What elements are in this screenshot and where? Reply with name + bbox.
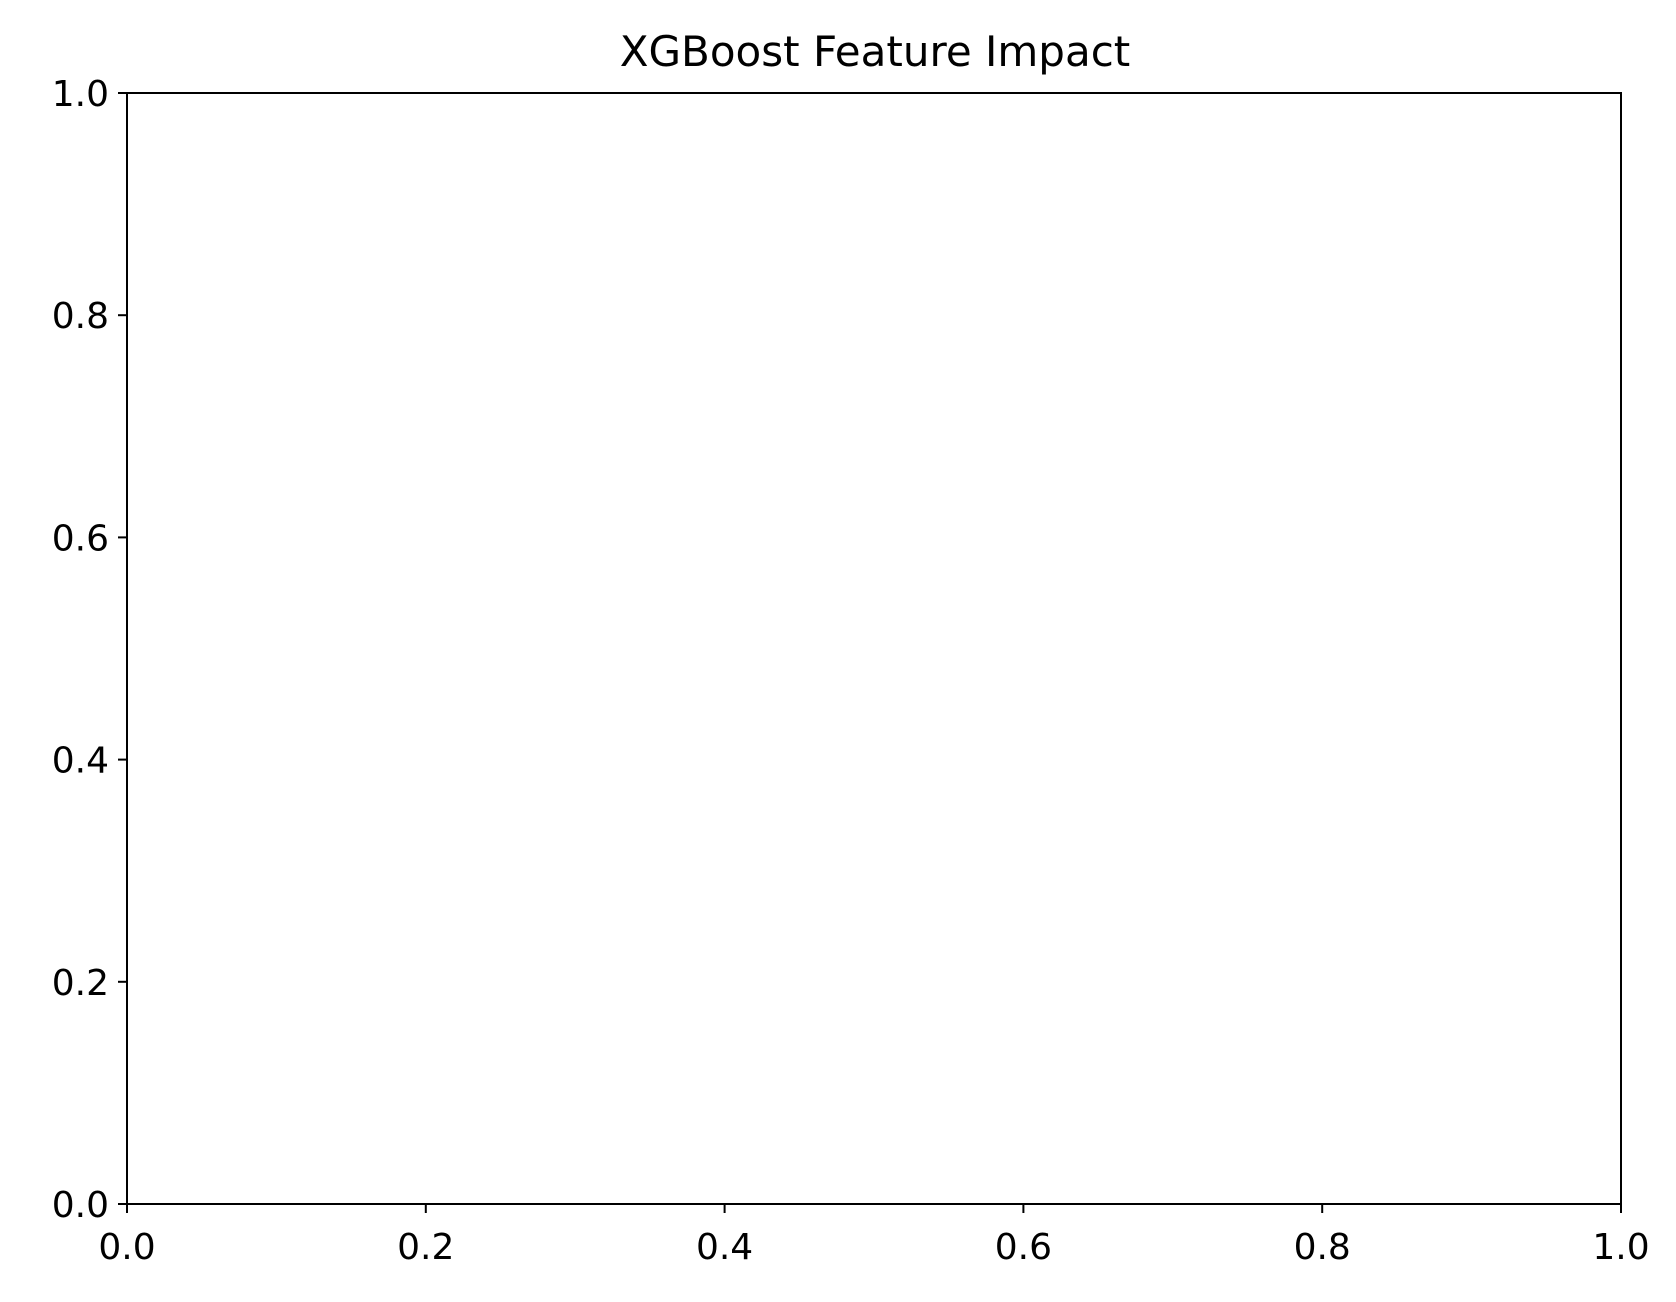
y-tick-label: 0.0 [52, 1185, 109, 1226]
x-axis: 0.0 0.2 0.4 0.6 0.8 1.0 [98, 1204, 1650, 1268]
plot-area [126, 92, 1622, 1205]
x-tick-label: 0.6 [995, 1227, 1052, 1268]
y-tick-label: 0.6 [52, 518, 109, 559]
y-tick-label: 0.4 [52, 741, 109, 782]
y-tick-label: 0.8 [52, 296, 109, 337]
x-tick-label: 0.4 [696, 1227, 753, 1268]
x-tick-label: 0.2 [397, 1227, 454, 1268]
axes-frame [126, 92, 1622, 1205]
y-tick-label: 0.2 [52, 963, 109, 1004]
y-axis: 0.0 0.2 0.4 0.6 0.8 1.0 [52, 74, 127, 1226]
chart-title: XGBoost Feature Impact [620, 27, 1131, 76]
x-tick-label: 1.0 [1592, 1227, 1649, 1268]
x-tick-label: 0.8 [1294, 1227, 1351, 1268]
y-tick-label: 1.0 [52, 74, 109, 115]
x-tick-label: 0.0 [98, 1227, 155, 1268]
